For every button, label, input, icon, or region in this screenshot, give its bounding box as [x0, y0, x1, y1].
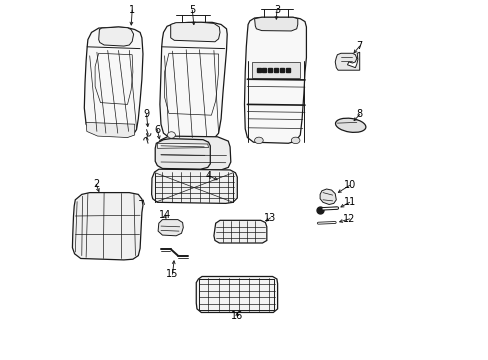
Text: 10: 10: [343, 180, 355, 190]
Text: 13: 13: [264, 213, 276, 223]
Polygon shape: [254, 17, 297, 31]
Polygon shape: [320, 189, 336, 204]
Polygon shape: [251, 62, 300, 78]
Ellipse shape: [335, 118, 365, 132]
Polygon shape: [155, 139, 210, 169]
Text: 11: 11: [343, 197, 355, 207]
Ellipse shape: [167, 132, 175, 138]
Polygon shape: [244, 17, 306, 143]
Polygon shape: [170, 22, 220, 42]
Polygon shape: [157, 143, 208, 148]
Text: 4: 4: [205, 171, 211, 181]
Text: 8: 8: [356, 109, 362, 120]
Text: 12: 12: [343, 214, 355, 224]
Text: 7: 7: [356, 41, 362, 51]
Polygon shape: [72, 193, 142, 260]
Text: 15: 15: [166, 269, 178, 279]
Text: 16: 16: [231, 311, 243, 321]
Text: 14: 14: [158, 210, 170, 220]
Polygon shape: [86, 122, 134, 138]
Polygon shape: [151, 169, 237, 203]
Text: 6: 6: [154, 125, 160, 135]
Text: 2: 2: [93, 179, 99, 189]
Text: 1: 1: [129, 5, 135, 15]
Polygon shape: [196, 276, 277, 312]
Polygon shape: [160, 22, 227, 140]
Polygon shape: [213, 220, 266, 243]
Polygon shape: [158, 136, 230, 170]
Ellipse shape: [254, 137, 263, 144]
Text: 9: 9: [143, 109, 149, 120]
Text: 5: 5: [189, 5, 195, 15]
Polygon shape: [158, 220, 183, 236]
Text: 3: 3: [273, 5, 280, 15]
Polygon shape: [99, 27, 133, 46]
Ellipse shape: [291, 137, 299, 144]
Polygon shape: [84, 27, 142, 137]
Polygon shape: [335, 52, 359, 70]
